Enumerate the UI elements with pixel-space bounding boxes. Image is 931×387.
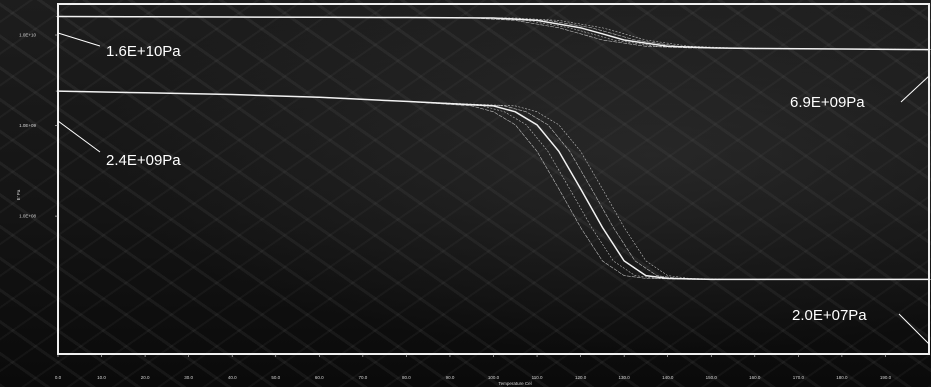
x-tick-label: 150.0 bbox=[706, 375, 718, 380]
callout-label: 2.0E+07Pa bbox=[792, 307, 867, 324]
x-tick-label: 80.0 bbox=[402, 375, 411, 380]
series-group bbox=[55, 15, 931, 281]
callout-leader bbox=[898, 313, 930, 345]
y-tick-label: 1.0E+09 bbox=[19, 123, 36, 128]
x-tick-label: 110.0 bbox=[532, 375, 543, 380]
x-tick-label: 140.0 bbox=[662, 375, 674, 380]
callout-final-upper: 6.9E+09Pa bbox=[790, 75, 930, 111]
x-tick-label: 120.0 bbox=[575, 375, 587, 380]
x-axis-title: Temperature Cel bbox=[498, 381, 531, 386]
x-tick-label: 160.0 bbox=[749, 375, 761, 380]
x-tick-label: 90.0 bbox=[446, 375, 455, 380]
callout-leader bbox=[57, 120, 101, 153]
y-axis: 1.0E+10 1.0E+09 1.0E+08 bbox=[19, 33, 58, 219]
series-line-2-repeat bbox=[56, 90, 919, 280]
x-tick-label: 40.0 bbox=[228, 375, 237, 380]
callout-leader bbox=[57, 32, 101, 47]
x-tick-label: 170.0 bbox=[793, 375, 805, 380]
series-line-1-repeat bbox=[55, 16, 908, 50]
series-line-1-repeat bbox=[60, 16, 931, 50]
y-tick-label: 1.0E+08 bbox=[19, 214, 36, 219]
series-line-2 bbox=[57, 90, 929, 281]
x-tick-label: 30.0 bbox=[184, 375, 193, 380]
callout-final-lower: 2.0E+07Pa bbox=[792, 307, 930, 345]
y-tick-label: 1.0E+10 bbox=[19, 33, 36, 38]
x-tick-label: 60.0 bbox=[315, 375, 324, 380]
x-tick-label: 20.0 bbox=[141, 375, 150, 380]
callout-leader bbox=[900, 75, 930, 103]
series-line-2-repeat bbox=[55, 90, 908, 280]
series-line-1 bbox=[57, 15, 930, 51]
x-tick-label: 0.0 bbox=[55, 375, 62, 380]
series-line-2-repeat bbox=[59, 90, 931, 280]
x-tick-label: 50.0 bbox=[271, 375, 280, 380]
series-line-1-repeat bbox=[59, 16, 931, 50]
callout-label: 6.9E+09Pa bbox=[790, 94, 865, 111]
series-line-1-repeat bbox=[56, 16, 919, 50]
callout-initial-lower: 2.4E+09Pa bbox=[57, 120, 181, 169]
x-axis: 0.0 10.0 20.0 30.0 40.0 50.0 60.0 70.0 80.0 90.0 1… bbox=[55, 354, 892, 380]
x-tick-label: 70.0 bbox=[358, 375, 367, 380]
x-tick-label: 180.0 bbox=[836, 375, 848, 380]
x-tick-label: 130.0 bbox=[619, 375, 631, 380]
plot-frame bbox=[57, 3, 930, 355]
callout-initial-upper: 1.6E+10Pa bbox=[57, 32, 181, 60]
y-axis-title: E' Pa bbox=[16, 189, 21, 200]
x-tick-label: 190.0 bbox=[880, 375, 892, 380]
x-tick-label: 10.0 bbox=[97, 375, 106, 380]
callout-label: 1.6E+10Pa bbox=[106, 43, 181, 60]
x-tick-label: 100.0 bbox=[488, 375, 500, 380]
callout-label: 2.4E+09Pa bbox=[106, 152, 181, 169]
series-line-2-repeat bbox=[60, 90, 931, 280]
